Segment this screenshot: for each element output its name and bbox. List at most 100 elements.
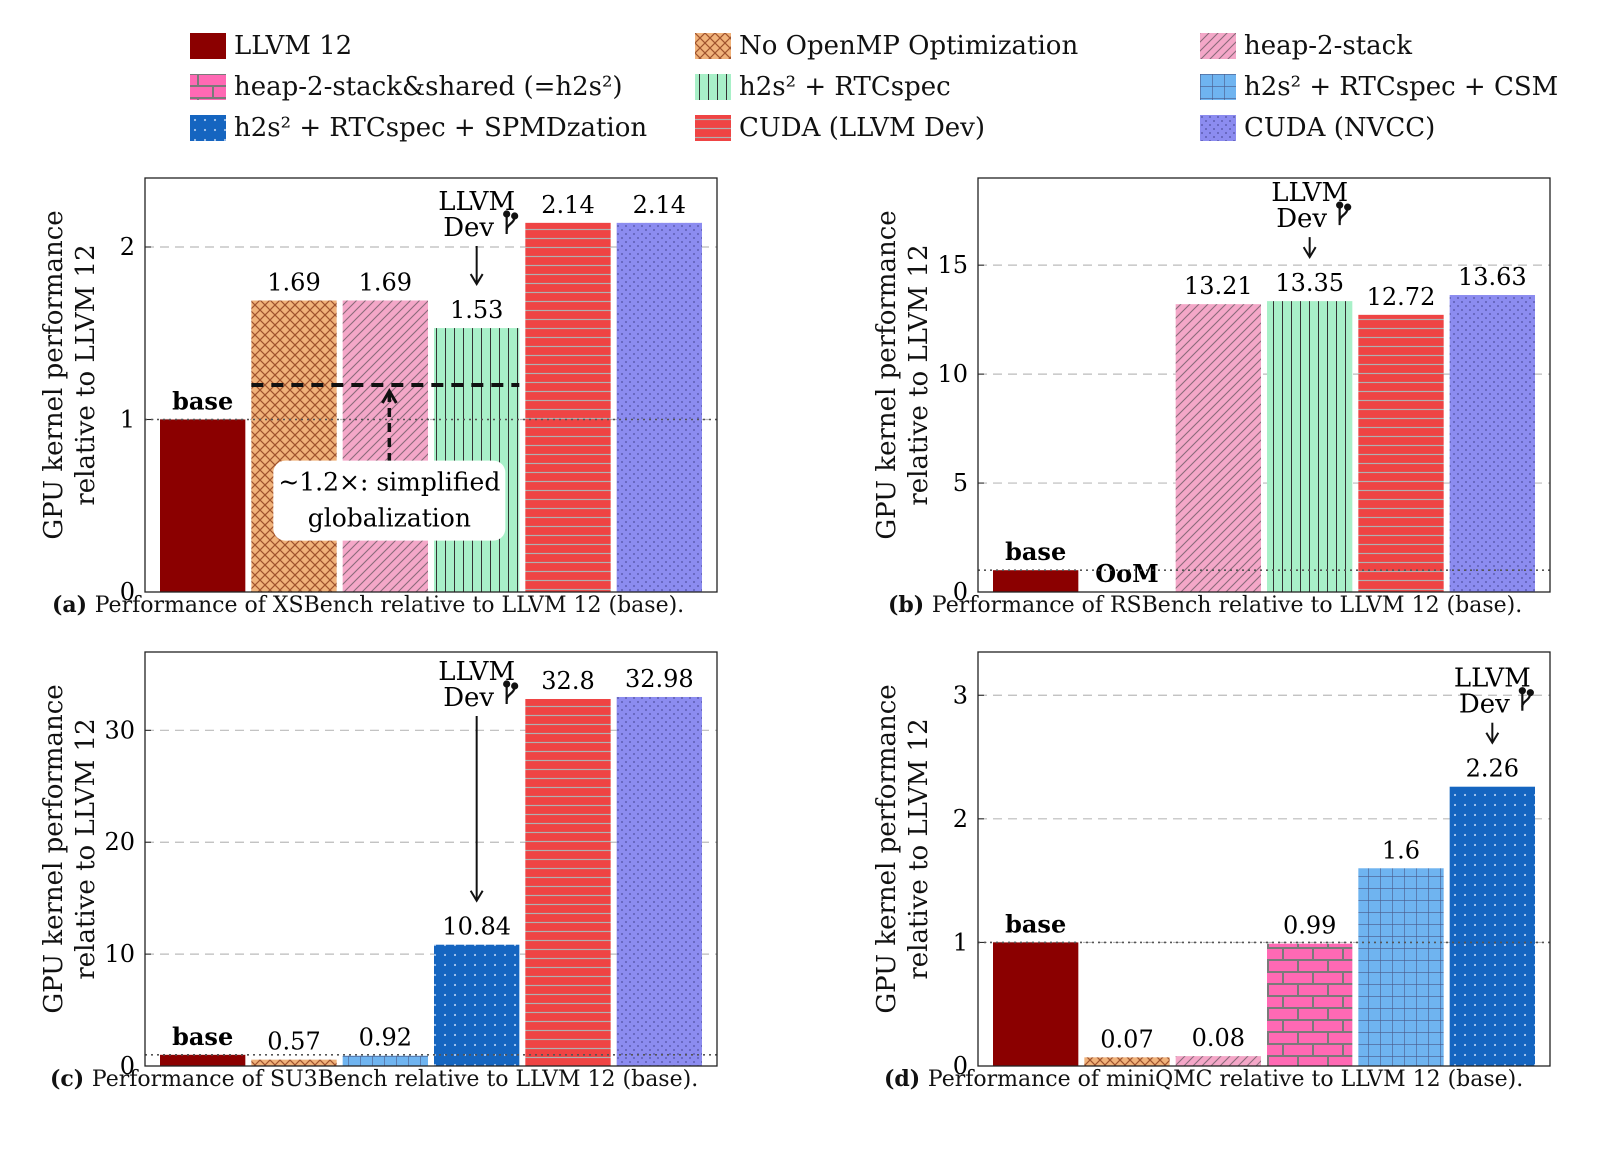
bar	[1175, 304, 1261, 592]
legend-label: heap-2-stack&shared (=h2s²)	[234, 72, 623, 102]
caption-text: Performance of SU3Bench relative to LLVM…	[91, 1067, 699, 1092]
bar-label: base	[172, 1022, 233, 1051]
bar-label: 2.14	[541, 191, 594, 219]
bar-label: 0.99	[1283, 912, 1336, 940]
bar	[160, 1054, 246, 1066]
bar-label: 13.21	[1184, 272, 1253, 300]
bar-label: 2.14	[633, 191, 686, 219]
y-tick-label: 0	[120, 578, 135, 606]
bar	[616, 222, 702, 592]
y-tick-label: 1	[120, 406, 135, 434]
bar	[525, 222, 611, 592]
git-branch-icon	[1336, 201, 1352, 226]
note-text: ~1.2×: simplified	[278, 468, 500, 497]
bar-label: 1.53	[450, 296, 503, 324]
bar	[434, 328, 520, 592]
caption-text: Performance of XSBench relative to LLVM …	[94, 593, 685, 618]
y-tick-label: 30	[104, 716, 135, 744]
y-axis-label: GPU kernel performance relative to LLVM 1…	[871, 684, 935, 1014]
llvm-dev-annotation: LLVM	[1271, 178, 1348, 208]
bar	[251, 1059, 337, 1066]
legend-swatch	[1200, 115, 1236, 141]
note-box	[273, 460, 506, 541]
bar-label: 32.8	[541, 667, 594, 695]
legend-label: h2s² + RTCspec	[739, 72, 951, 102]
bar-label: 13.63	[1458, 263, 1527, 291]
bar	[251, 300, 337, 592]
legend-label: CUDA (NVCC)	[1244, 113, 1436, 143]
legend-item: No OpenMP Optimization	[695, 30, 1078, 62]
y-tick-label: 0	[953, 578, 968, 606]
legend-swatch	[190, 115, 226, 141]
y-tick-label: 0	[120, 1052, 135, 1080]
bar	[1449, 786, 1535, 1066]
plot-frame	[144, 177, 718, 593]
legend-item: LLVM 12	[190, 30, 352, 62]
bar-label: 1.69	[359, 268, 412, 296]
llvm-dev-annotation: Dev	[443, 213, 494, 243]
llvm-dev-annotation: Dev	[1459, 690, 1510, 720]
caption-letter: (c)	[50, 1066, 92, 1092]
llvm-dev-annotation: Dev	[443, 683, 494, 713]
llvm-dev-annotation: LLVM	[438, 657, 515, 687]
plot-frame	[144, 651, 718, 1067]
bar-label: 32.98	[625, 665, 694, 693]
bar-label: 12.72	[1367, 283, 1436, 311]
bar-label: 0.57	[267, 1028, 320, 1056]
legend-item: CUDA (NVCC)	[1200, 112, 1435, 144]
bar-label: base	[172, 387, 233, 416]
llvm-dev-annotation: LLVM	[1454, 664, 1531, 694]
bar	[1267, 301, 1353, 592]
legend-swatch	[695, 33, 731, 59]
bar-label: 0.08	[1192, 1024, 1245, 1052]
y-tick-label: 2	[953, 805, 968, 833]
y-tick-label: 20	[104, 828, 135, 856]
llvm-dev-arrowhead	[1485, 732, 1500, 745]
bar-label: base	[1005, 909, 1066, 938]
bar	[1358, 868, 1444, 1066]
llvm-dev-arrowhead	[469, 890, 484, 903]
legend-swatch	[190, 33, 226, 59]
plot-frame	[977, 651, 1551, 1067]
y-tick-label: 10	[937, 360, 968, 388]
bar	[525, 698, 611, 1066]
legend-item: h2s² + RTCspec	[695, 71, 951, 103]
y-axis-label-line: GPU kernel performance	[872, 684, 902, 1014]
legend-swatch	[1200, 33, 1236, 59]
bar	[1358, 314, 1444, 592]
y-tick-label: 0	[953, 1052, 968, 1080]
legend-label: No OpenMP Optimization	[739, 31, 1079, 61]
bar	[993, 570, 1079, 592]
chart-caption: (d) Performance of miniQMC relative to L…	[884, 1066, 1523, 1092]
bar	[1449, 295, 1535, 592]
legend-item: h2s² + RTCspec + CSM	[1200, 71, 1558, 103]
bar-label: 13.35	[1275, 269, 1344, 297]
y-tick-label: 10	[104, 940, 135, 968]
legend-swatch	[695, 115, 731, 141]
legend: LLVM 12 No OpenMP Optimization heap-2-stac…	[190, 30, 1590, 155]
legend-swatch	[1200, 74, 1236, 100]
legend-swatch	[190, 74, 226, 100]
caption-letter: (b)	[888, 592, 932, 618]
git-branch-icon	[1518, 687, 1534, 711]
bar	[616, 696, 702, 1066]
bar	[993, 942, 1079, 1066]
y-axis-label-line: relative to LLVM 12	[904, 718, 934, 980]
bar-label: 2.26	[1466, 755, 1519, 783]
chart-caption: (b) Performance of RSBench relative to L…	[888, 592, 1522, 618]
legend-item: heap-2-stack	[1200, 30, 1412, 62]
caption-text: Performance of RSBench relative to LLVM …	[931, 593, 1523, 618]
bar	[1175, 1056, 1261, 1066]
chart-caption: (c) Performance of SU3Bench relative to …	[50, 1066, 698, 1092]
bar	[1267, 943, 1353, 1066]
caption-letter: (d)	[884, 1066, 928, 1092]
bar-label: 1.69	[267, 268, 320, 296]
y-tick-label: 3	[953, 681, 968, 709]
bar	[1084, 1057, 1170, 1066]
bar	[342, 300, 428, 592]
legend-item: heap-2-stack&shared (=h2s²)	[190, 71, 623, 103]
bar	[160, 419, 246, 592]
